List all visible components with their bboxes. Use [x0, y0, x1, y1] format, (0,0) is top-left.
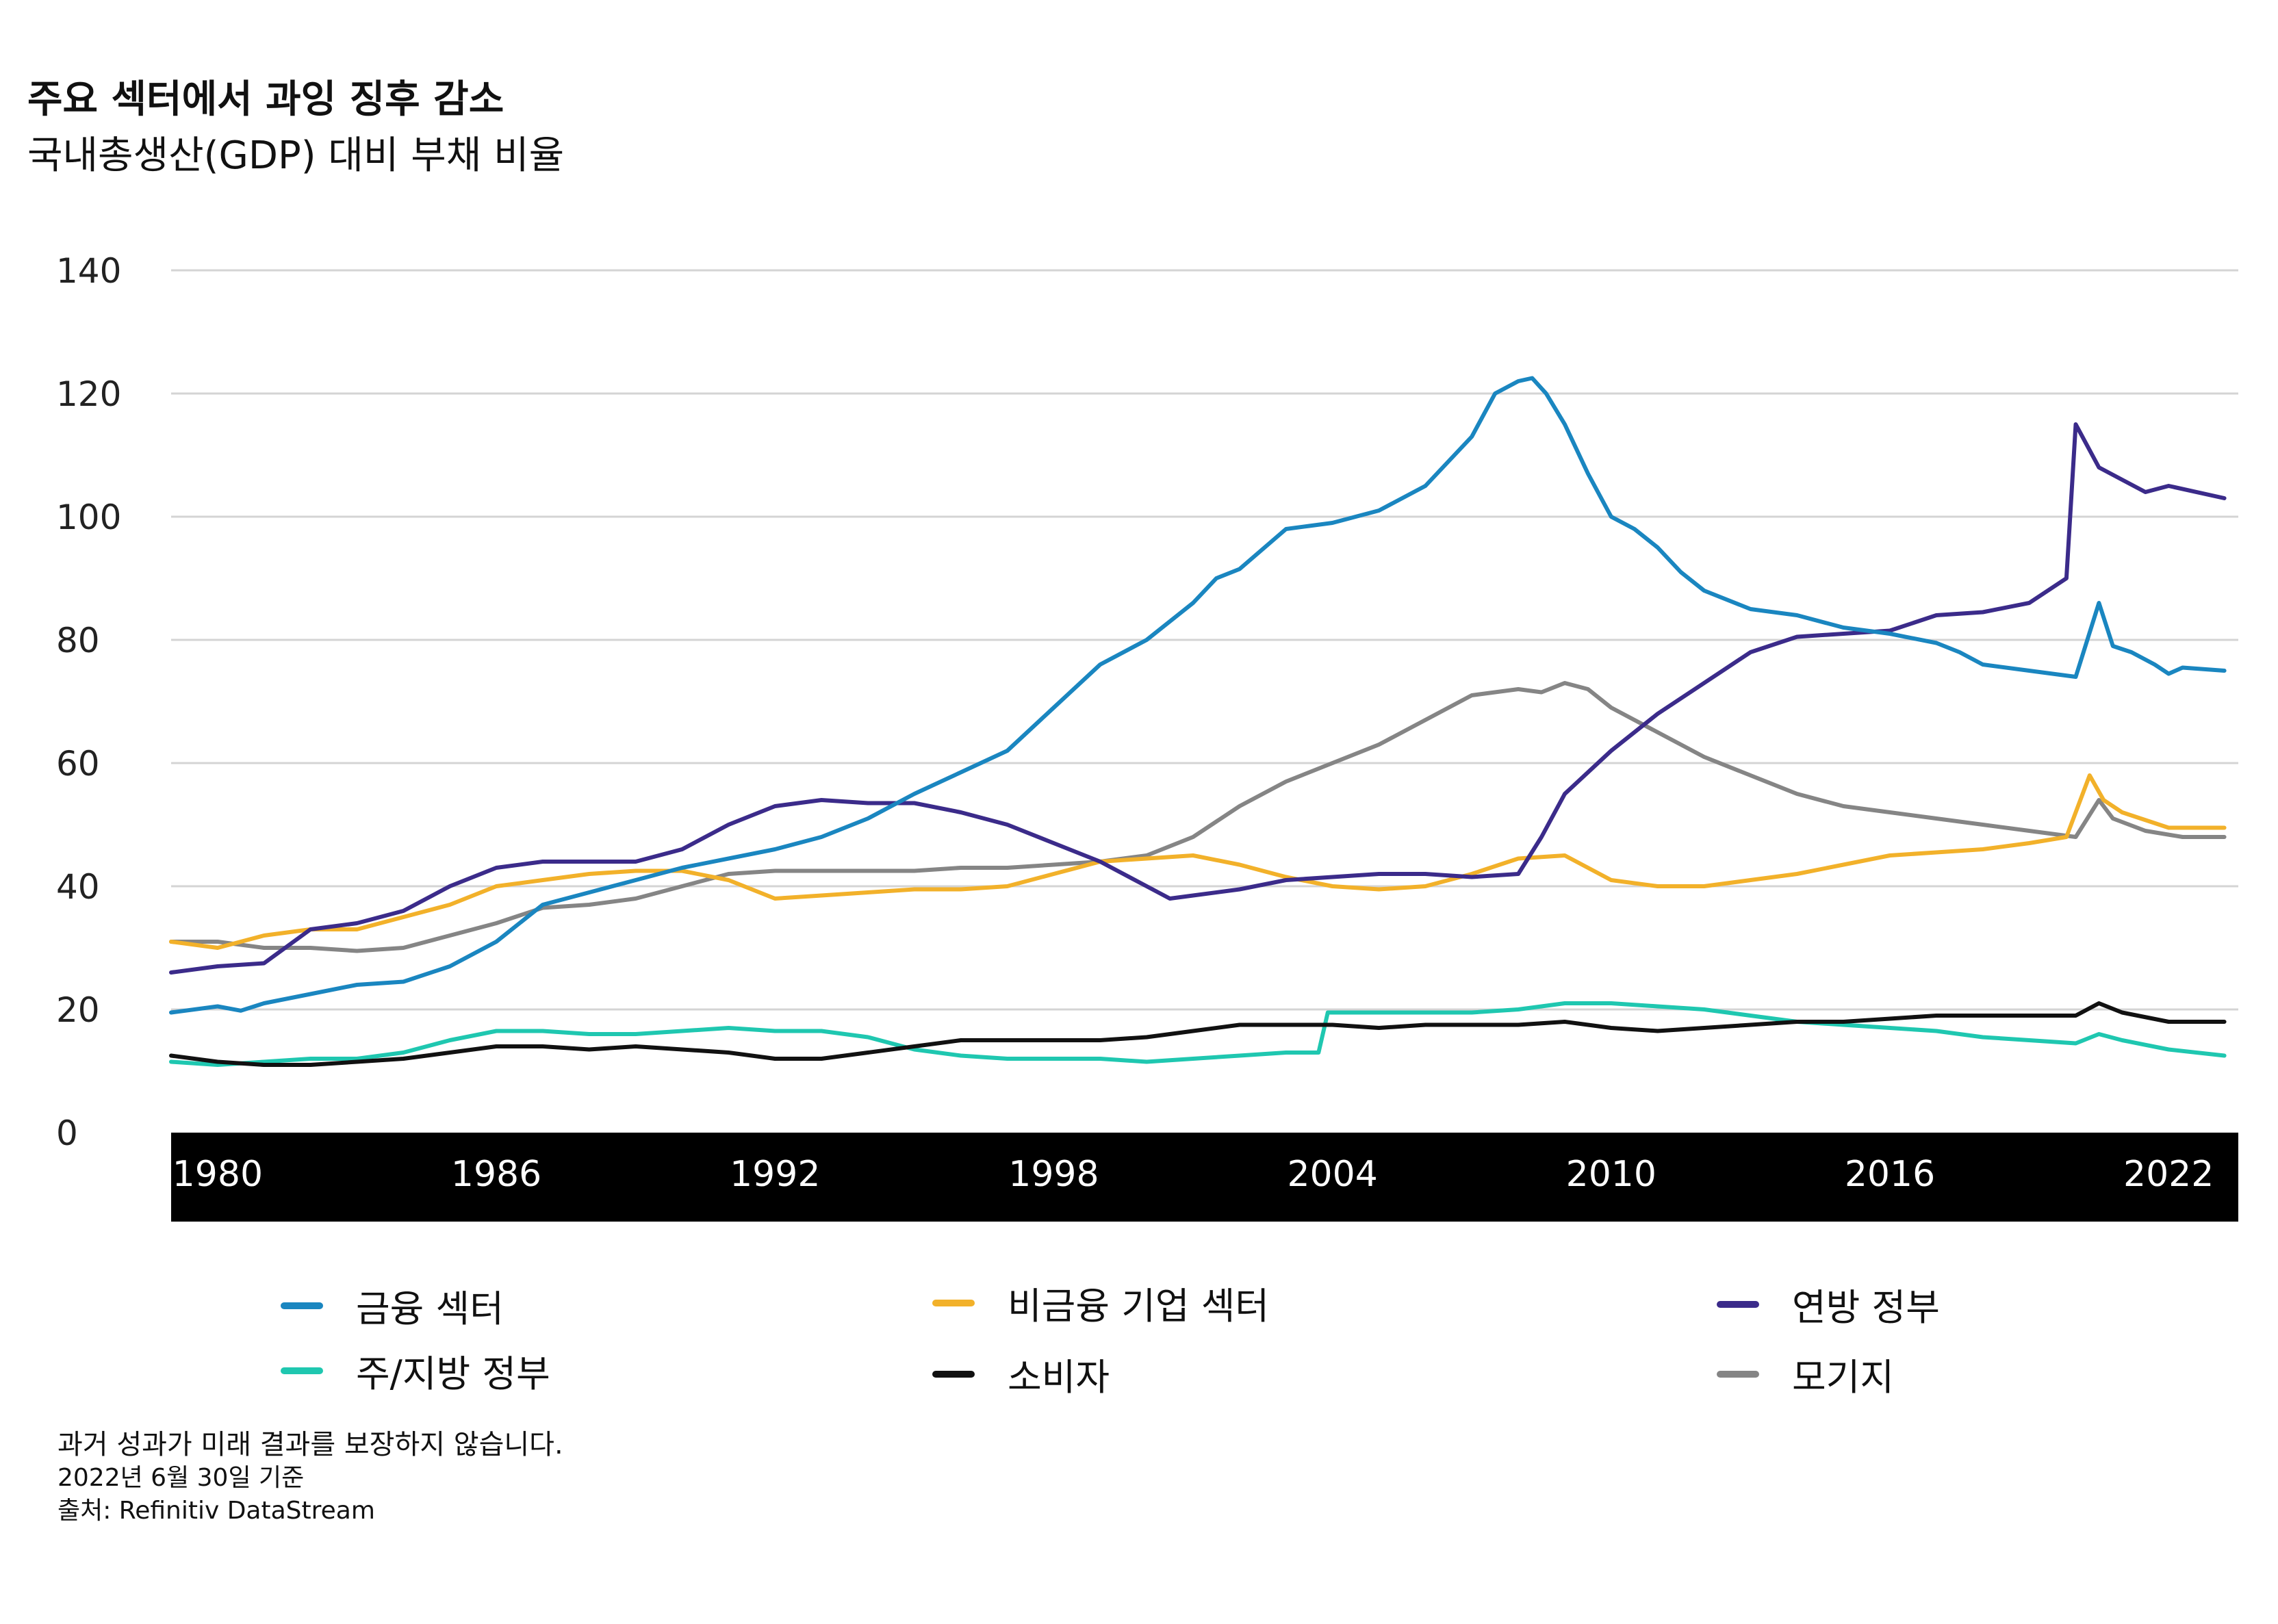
- series-line-5: [169, 681, 2227, 953]
- y-tick-label: 40: [56, 867, 100, 907]
- legend-label-state-local: 주/지방 정부: [356, 1352, 550, 1395]
- legend-item-consumer: 소비자: [932, 1347, 1110, 1401]
- y-tick-label: 80: [56, 621, 100, 660]
- x-tick-label: 2010: [1566, 1154, 1656, 1195]
- y-tick-label: 20: [56, 990, 100, 1030]
- series-line-2: [169, 422, 2227, 975]
- x-tick-label: 1986: [451, 1154, 541, 1195]
- y-tick-label: 100: [56, 498, 121, 537]
- legend-item-federal: 연방 정부: [1717, 1277, 1940, 1331]
- legend-label-federal: 연방 정부: [1792, 1286, 1940, 1329]
- disclaimer-text: 과거 성과가 미래 결과를 보장하지 않습니다.: [57, 1429, 563, 1460]
- y-tick-label: 0: [56, 1113, 78, 1153]
- legend-swatch-state-local: [281, 1367, 323, 1374]
- legend-swatch-financial: [281, 1302, 323, 1309]
- legend-item-mortgage: 모기지: [1717, 1347, 1894, 1401]
- legend-item-state-local: 주/지방 정부: [281, 1343, 550, 1397]
- x-tick-label: 2004: [1287, 1154, 1377, 1195]
- x-tick-label: 1980: [172, 1154, 263, 1195]
- y-tick-label: 60: [56, 744, 100, 784]
- chart-subtitle: 국내총생산(GDP) 대비 부채 비율: [27, 133, 565, 178]
- x-tick-label: 2022: [2123, 1154, 2214, 1195]
- chart-title: 주요 섹터에서 과잉 징후 감소: [27, 77, 504, 122]
- legend-item-nonfinancial: 비금융 기업 섹터: [932, 1276, 1269, 1330]
- legend-item-financial: 금융 섹터: [281, 1278, 504, 1332]
- legend-label-financial: 금융 섹터: [356, 1287, 504, 1330]
- y-tick-label: 120: [56, 374, 121, 414]
- legend-label-nonfinancial: 비금융 기업 섹터: [1008, 1285, 1270, 1328]
- x-tick-label: 2016: [1845, 1154, 1935, 1195]
- as-of-date-text: 2022년 6월 30일 기준: [57, 1464, 305, 1492]
- x-axis-band: [171, 1133, 2238, 1222]
- series-line-3: [169, 1001, 2227, 1067]
- series-line-1: [169, 773, 2227, 950]
- source-text: 출처: Refinitiv DataStream: [57, 1497, 375, 1525]
- x-tick-label: 1992: [730, 1154, 820, 1195]
- series-line-4: [169, 1001, 2227, 1067]
- legend-swatch-nonfinancial: [932, 1299, 975, 1306]
- y-tick-label: 140: [56, 251, 121, 291]
- legend-label-mortgage: 모기지: [1792, 1356, 1895, 1399]
- series-line-0: [169, 376, 2227, 1015]
- x-tick-label: 1998: [1008, 1154, 1099, 1195]
- legend-label-consumer: 소비자: [1008, 1356, 1110, 1399]
- legend-swatch-federal: [1717, 1300, 1759, 1308]
- legend-swatch-mortgage: [1717, 1370, 1759, 1378]
- legend-swatch-consumer: [932, 1370, 975, 1378]
